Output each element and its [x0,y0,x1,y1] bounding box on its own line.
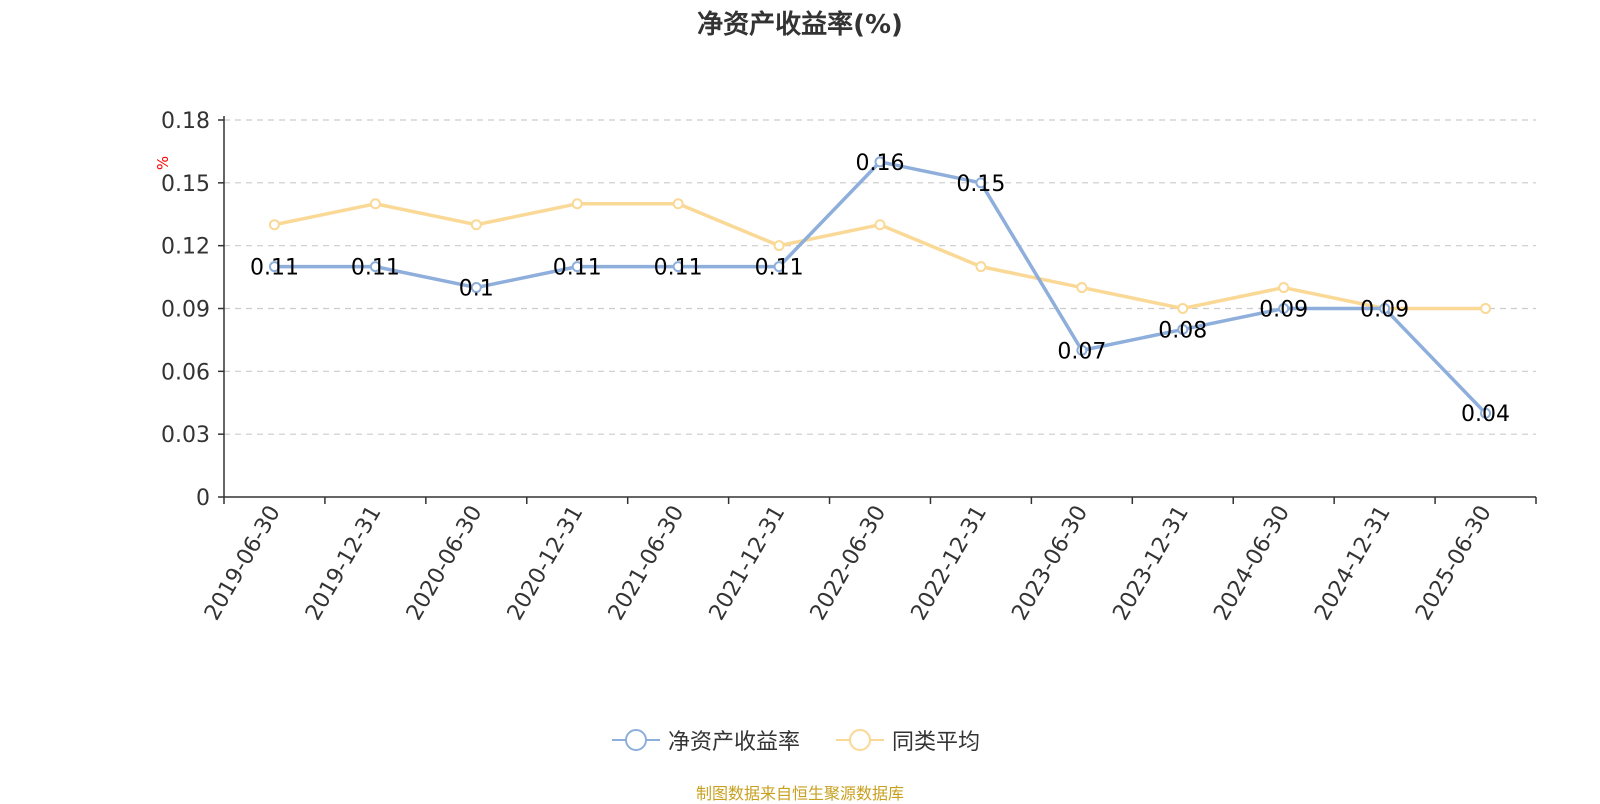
x-tick-label: 2021-06-30 [604,502,690,625]
data-point-roe [874,156,886,168]
data-point-roe [268,261,280,273]
x-tick-label: 2019-12-31 [301,502,387,625]
chart-title: 净资产收益率(%) [697,10,903,40]
data-label-roe: 0.07 [1057,339,1106,364]
y-tick-label: 0.03 [161,423,210,448]
data-label-roe: 0.09 [1259,298,1308,323]
legend: 净资产收益率 同类平均 [0,720,1600,760]
legend-item-peer-average[interactable]: 同类平均 [836,720,980,760]
data-label-roe: 0.11 [250,256,299,281]
series [268,156,1492,419]
y-tick-label: 0.06 [161,360,210,385]
legend-marker-roe [612,729,660,751]
legend-label-roe: 净资产收益率 [668,730,801,755]
data-point-roe [1177,323,1189,335]
data-point-peer-average [773,240,785,252]
data-point-peer-average [975,261,987,273]
y-tick-label: 0.09 [161,298,210,323]
data-labels: 0.11 0.11 0.1 0.11 0.11 0.11 0.16 0.15 0.07 0.08 0… [250,151,1510,427]
data-point-roe [470,282,482,294]
x-tick-label: 2020-12-31 [503,502,589,625]
data-label-roe: 0.11 [755,256,804,281]
data-point-peer-average [1278,282,1290,294]
data-point-roe [1379,303,1391,314]
data-point-peer-average [571,198,583,210]
y-tick-label: 0.15 [161,172,210,197]
data-label-roe: 0.16 [856,151,905,176]
data-point-peer-average [268,219,280,231]
data-point-roe [1278,303,1290,314]
data-point-roe [672,261,684,273]
data-point-roe [1480,407,1492,419]
y-tick-label: 0.12 [161,235,210,260]
y-tick-label: 0.18 [161,109,210,134]
x-tick-label: 2023-12-31 [1108,502,1194,625]
legend-label-peer-average: 同类平均 [892,730,981,755]
x-tick-label: 2024-06-30 [1209,502,1295,625]
axes: 0 0.03 0.06 0.09 0.12 0.15 0.18% 2019-06-30 2019… [154,109,1537,625]
data-label-roe: 0.11 [654,256,703,281]
series-line-roe [274,160,1487,415]
data-point-roe [1076,344,1088,356]
data-point-roe [975,177,987,189]
data-point-roe [773,261,785,273]
data-point-roe [369,261,381,273]
x-tick-label: 2022-06-30 [806,502,892,625]
legend-marker-peer-average [836,729,884,751]
y-axis-unit-label: % [154,156,172,170]
legend-item-roe[interactable]: 净资产收益率 [612,720,800,760]
data-label-roe: 0.09 [1360,298,1409,323]
data-label-roe: 0.1 [459,277,494,302]
data-point-peer-average [874,219,886,231]
data-label-roe: 0.11 [351,256,400,281]
data-point-peer-average [369,198,381,210]
x-tick-label: 2024-12-31 [1310,502,1396,625]
data-label-roe: 0.11 [553,256,602,281]
source-note: 制图数据来自恒生聚源数据库 [695,784,904,803]
x-tick-label: 2022-12-31 [907,502,993,625]
data-point-peer-average [1480,303,1492,314]
data-point-peer-average [1076,282,1088,294]
data-point-peer-average [672,198,684,210]
x-tick-label: 2021-12-31 [705,502,791,625]
y-tick-label: 0 [196,486,210,511]
x-tick-label: 2023-06-30 [1007,502,1093,625]
data-label-roe: 0.08 [1158,318,1207,343]
x-tick-label: 2025-06-30 [1411,502,1497,625]
x-tick-label: 2019-06-30 [200,502,286,625]
data-label-roe: 0.04 [1461,402,1510,427]
x-tick-label: 2020-06-30 [402,502,488,625]
data-point-roe [571,261,583,273]
data-point-peer-average [1177,303,1189,314]
data-label-roe: 0.15 [956,172,1005,197]
data-point-peer-average [470,219,482,231]
